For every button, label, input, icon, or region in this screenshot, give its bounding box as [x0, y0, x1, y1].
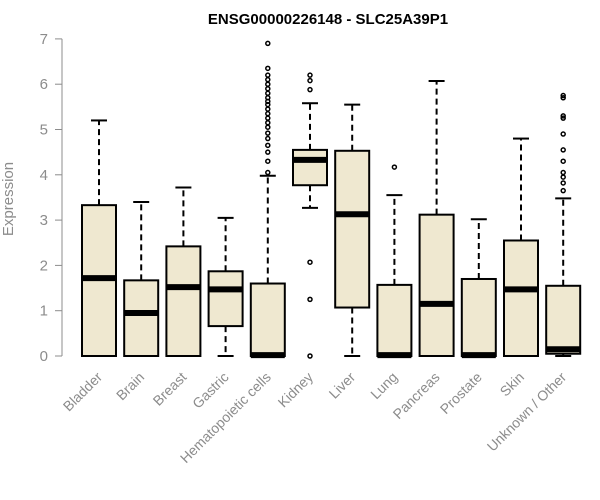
outlier-point	[265, 81, 271, 87]
outlier-point	[307, 86, 313, 93]
outlier-point	[265, 149, 271, 155]
box-iqr	[503, 239, 539, 357]
outlier-point	[265, 130, 271, 136]
box-hematopoietic-cells	[249, 40, 286, 359]
box-pancreas	[418, 80, 455, 357]
outlier-point	[307, 259, 313, 265]
chart-title: ENSG00000226148 - SLC25A39P1	[208, 11, 448, 28]
y-tick-label: 0	[40, 348, 48, 365]
box-iqr	[292, 148, 328, 187]
outlier-point	[265, 106, 271, 112]
y-tick-label: 3	[40, 212, 48, 229]
outlier-point	[265, 85, 271, 92]
box-iqr	[545, 284, 582, 355]
outlier-point	[307, 296, 313, 303]
outlier-point	[560, 95, 566, 101]
boxes-group	[81, 40, 582, 359]
x-tick-label: Liver	[326, 369, 359, 402]
y-tick-label: 2	[40, 257, 48, 274]
box-iqr	[418, 213, 455, 357]
box-iqr	[334, 149, 371, 309]
x-tick-label: Prostate	[437, 369, 485, 417]
box-kidney	[292, 72, 328, 359]
box-iqr	[460, 277, 497, 357]
y-tick-label: 4	[40, 167, 48, 184]
outlier-point	[265, 101, 271, 108]
y-tick-label: 1	[40, 303, 48, 320]
outlier-point	[265, 135, 271, 142]
x-tick-label: Pancreas	[390, 369, 443, 422]
outlier-point	[560, 147, 566, 153]
y-tick-label: 7	[40, 31, 48, 48]
outlier-point	[265, 40, 271, 47]
outlier-point	[391, 164, 398, 170]
outlier-point	[560, 113, 566, 119]
outlier-point	[265, 90, 271, 97]
outlier-point	[307, 353, 313, 359]
x-tick-label: Breast	[150, 369, 190, 409]
outlier-point	[560, 174, 566, 180]
outlier-point	[560, 187, 566, 194]
outlier-point	[307, 72, 313, 78]
axes: 0 1 2 3 4 5 6 7	[40, 31, 63, 365]
outlier-point	[560, 131, 566, 137]
outlier-point	[265, 115, 271, 121]
outlier-point	[265, 124, 271, 130]
x-tick-label: Lung	[367, 369, 400, 402]
outlier-point	[265, 110, 271, 117]
box-bladder	[81, 119, 117, 357]
box-gastric	[207, 216, 244, 357]
outlier-point	[265, 158, 271, 164]
x-tick-label: Kidney	[275, 369, 317, 411]
box-breast	[165, 186, 202, 357]
box-iqr	[249, 282, 286, 357]
box-skin	[503, 137, 539, 357]
box-lung	[376, 164, 413, 359]
outlier-point	[265, 72, 271, 78]
y-axis-label: Expression	[0, 162, 17, 236]
box-iqr	[207, 270, 244, 328]
box-iqr	[165, 245, 202, 357]
x-tick-label: Skin	[497, 369, 528, 400]
outlier-point	[265, 119, 271, 126]
x-tick-label: Unknown / Other	[484, 369, 570, 455]
x-tick-label: Brain	[113, 369, 147, 403]
outlier-point	[560, 115, 566, 121]
outlier-point	[560, 180, 566, 186]
outlier-point	[265, 142, 271, 149]
box-unknown-other	[545, 92, 582, 357]
box-prostate	[460, 218, 497, 359]
outlier-point	[560, 158, 566, 164]
outlier-point	[560, 169, 566, 176]
y-tick-label: 6	[40, 76, 48, 93]
outlier-point	[265, 169, 271, 176]
outlier-point	[307, 77, 313, 84]
box-liver	[334, 103, 371, 357]
x-tick-label: Bladder	[60, 369, 106, 415]
box-iqr	[376, 283, 413, 357]
outlier-point	[265, 65, 271, 72]
y-tick-label: 5	[40, 122, 48, 139]
outlier-point	[560, 92, 566, 99]
box-iqr	[123, 279, 160, 357]
box-brain	[123, 200, 160, 357]
outlier-point	[265, 76, 271, 83]
outlier-point	[265, 95, 271, 101]
